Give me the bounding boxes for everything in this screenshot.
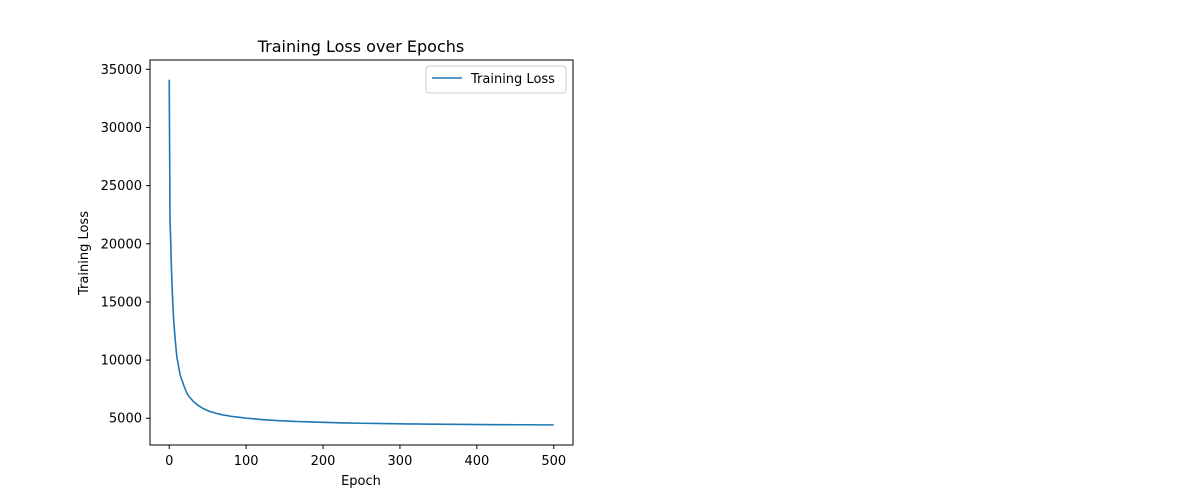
y-tick-label: 25000 — [101, 179, 142, 194]
legend-label: Training Loss — [470, 72, 555, 87]
x-tick-label: 100 — [234, 454, 259, 469]
y-tick-label: 20000 — [101, 237, 142, 252]
x-axis-ticks: 0 100 200 300 400 500 — [165, 445, 566, 469]
x-tick-label: 500 — [541, 454, 566, 469]
series-line-training-loss — [168, 79, 554, 426]
y-axis-label: Training Loss — [77, 211, 92, 296]
x-tick-label: 0 — [165, 454, 173, 469]
legend-box — [425, 65, 567, 94]
x-tick-label: 200 — [311, 454, 336, 469]
y-tick-label: 30000 — [101, 121, 142, 136]
series-group — [168, 79, 554, 426]
x-tick-label: 400 — [464, 454, 489, 469]
y-axis-ticks: 5000 10000 15000 20000 25000 30000 35000 — [101, 63, 150, 427]
y-tick-label: 35000 — [101, 63, 142, 78]
legend: Training Loss — [425, 65, 567, 94]
x-axis-label: Epoch — [341, 474, 381, 489]
x-tick-label: 300 — [388, 454, 413, 469]
y-tick-label: 15000 — [101, 295, 142, 310]
chart-title: Training Loss over Epochs — [257, 37, 465, 56]
y-tick-label: 10000 — [101, 354, 142, 369]
axes-frame — [149, 59, 574, 446]
plot-area — [149, 59, 574, 446]
y-tick-label: 5000 — [109, 412, 142, 427]
